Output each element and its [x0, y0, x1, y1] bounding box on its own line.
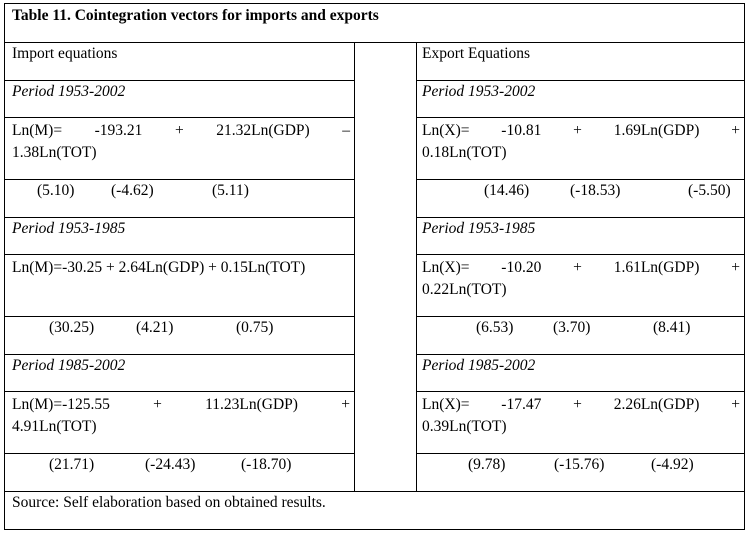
divider: [5, 354, 355, 355]
divider: [416, 117, 744, 118]
divider: [416, 217, 744, 218]
divider: [5, 217, 355, 218]
divider: [416, 316, 744, 317]
import-tstats: (30.25) (4.21) (0.75): [49, 319, 274, 336]
divider: [5, 42, 744, 43]
import-header: Import equations: [12, 45, 118, 62]
divider: [5, 254, 355, 255]
divider: [5, 316, 355, 317]
import-period: Period 1953-2002: [12, 83, 126, 100]
divider: [5, 491, 744, 492]
divider: [416, 354, 744, 355]
export-period: Period 1985-2002: [422, 357, 536, 374]
import-period: Period 1953-1985: [12, 220, 126, 237]
divider: [5, 179, 355, 180]
import-equation: Ln(M)=-125.55 + 11.23Ln(GDP) + 4.91Ln(TO…: [12, 396, 350, 435]
export-equation: Ln(X)= -17.47 + 2.26Ln(GDP) + 0.39Ln(TOT…: [422, 396, 740, 435]
import-tstats: (5.10) (-4.62) (5.11): [37, 182, 249, 199]
import-equation: Ln(M)= -193.21 + 21.32Ln(GDP) – 1.38Ln(T…: [12, 122, 350, 161]
cointegration-table: Table 11. Cointegration vectors for impo…: [4, 3, 745, 530]
table-title: Table 11. Cointegration vectors for impo…: [12, 7, 379, 24]
export-tstats: (14.46) (-18.53) (-5.50): [484, 182, 731, 199]
export-equation: Ln(X)= -10.20 + 1.61Ln(GDP) + 0.22Ln(TOT…: [422, 259, 740, 298]
export-tstats: (6.53) (3.70) (8.41): [476, 319, 691, 336]
divider: [5, 117, 355, 118]
divider: [416, 254, 744, 255]
export-period: Period 1953-1985: [422, 220, 536, 237]
export-tstats: (9.78) (-15.76) (-4.92): [468, 456, 694, 473]
divider: [416, 42, 417, 492]
divider: [416, 453, 744, 454]
import-tstats: (21.71) (-24.43) (-18.70): [49, 456, 292, 473]
import-period: Period 1985-2002: [12, 357, 126, 374]
divider: [5, 453, 355, 454]
divider: [416, 391, 744, 392]
table-source-note: Source: Self elaboration based on obtain…: [12, 494, 326, 511]
export-header: Export Equations: [422, 45, 531, 62]
import-equation: Ln(M)=-30.25 + 2.64Ln(GDP) + 0.15Ln(TOT): [12, 259, 306, 276]
divider: [5, 391, 355, 392]
divider: [416, 179, 744, 180]
divider: [5, 80, 355, 81]
divider: [354, 83, 355, 491]
export-period: Period 1953-2002: [422, 83, 536, 100]
divider: [354, 42, 355, 83]
divider: [416, 80, 744, 81]
export-equation: Ln(X)= -10.81 + 1.69Ln(GDP) + 0.18Ln(TOT…: [422, 122, 740, 161]
